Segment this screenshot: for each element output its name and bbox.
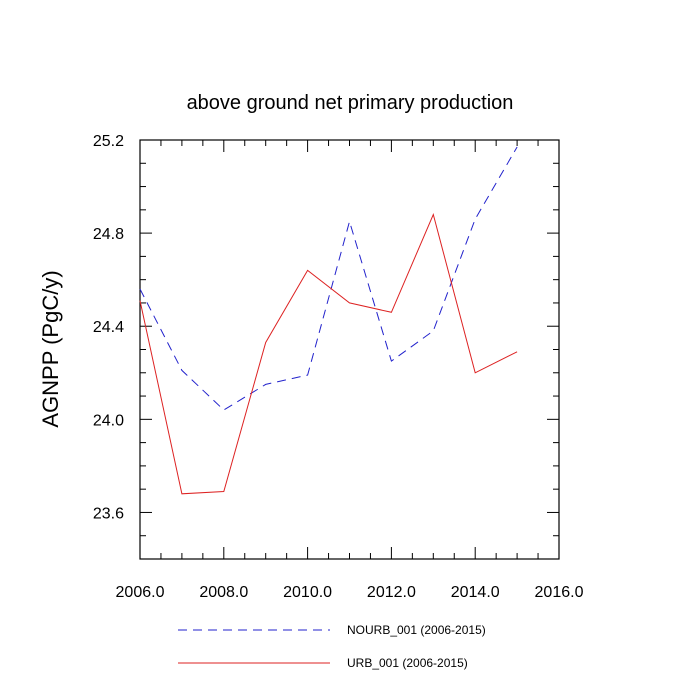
x-tick-label: 2010.0 (283, 584, 332, 601)
chart-title: above ground net primary production (187, 92, 514, 114)
legend-label: NOURB_001 (2006-2015) (347, 623, 486, 637)
y-tick-label: 24.4 (93, 319, 124, 336)
legend: NOURB_001 (2006-2015) URB_001 (2006-2015) (178, 623, 486, 670)
series-line-urb (139, 212, 518, 495)
y-tick-label: 25.2 (93, 133, 124, 150)
plot-frame (139, 139, 560, 560)
x-tick-label: 2008.0 (199, 584, 248, 601)
series-line-nourb (139, 146, 518, 411)
x-tick-label: 2014.0 (451, 584, 500, 601)
legend-label: URB_001 (2006-2015) (347, 656, 468, 670)
axis-ticks: 2006.0 2008.0 2010.0 2012.0 2014.0 2016.0 23.6… (93, 133, 584, 601)
x-tick-label: 2012.0 (367, 584, 416, 601)
x-tick-label: 2006.0 (116, 584, 165, 601)
y-tick-label: 23.6 (93, 505, 124, 522)
x-tick-label: 2016.0 (535, 584, 584, 601)
y-tick-label: 24.0 (93, 412, 124, 429)
y-tick-label: 24.8 (93, 226, 124, 243)
y-axis-label: AGNPP (PgC/y) (38, 270, 63, 427)
series-lines (139, 146, 518, 495)
